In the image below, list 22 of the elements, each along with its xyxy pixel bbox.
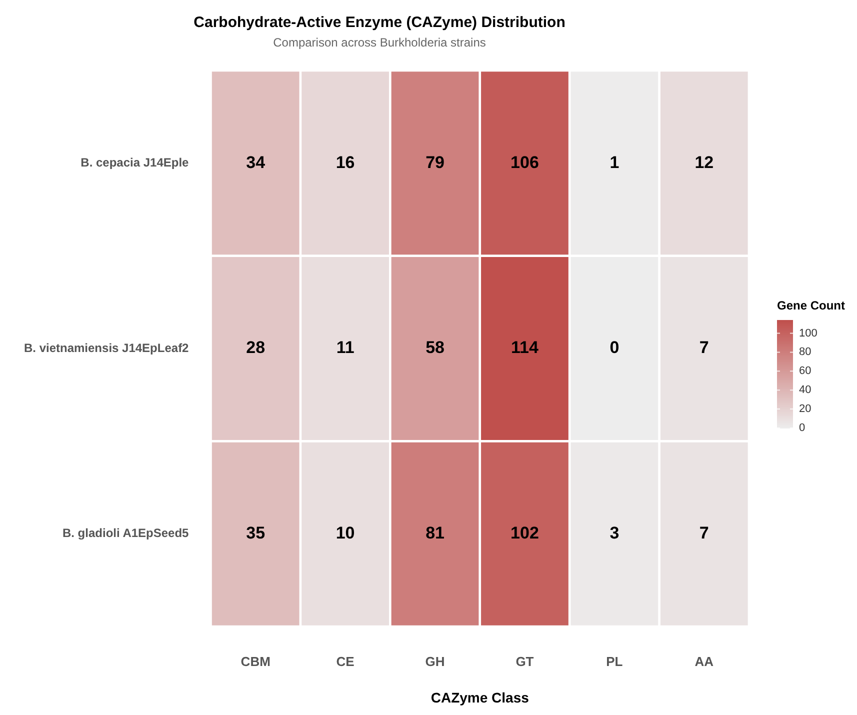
x-tick-label: CE: [336, 654, 355, 669]
x-axis-title: CAZyme Class: [430, 689, 530, 706]
x-tick-label: GH: [425, 654, 445, 669]
y-tick-label: B. cepacia J14Eple: [80, 155, 190, 170]
data-label: 3: [610, 524, 620, 543]
data-label: 1: [610, 152, 620, 172]
y-tick-label: B. vietnamiensis J14EpLeaf2: [24, 340, 190, 355]
color-bar-label: 80: [799, 346, 812, 358]
chart-subtitle: Comparison across Burkholderia strains: [273, 36, 486, 50]
color-bar-label: 20: [799, 403, 812, 416]
color-bar-label: 0: [799, 422, 806, 434]
x-tick-label: GT: [516, 654, 534, 669]
x-tick-label: AA: [694, 654, 714, 669]
color-bar-label: 60: [799, 365, 812, 378]
color-bar-title: Gene Count: [777, 298, 845, 312]
y-tick-label: B. gladioli A1EpSeed5: [62, 526, 190, 540]
color-bar-label: 40: [799, 384, 812, 396]
x-tick-label: PL: [606, 654, 623, 669]
chart-title: Carbohydrate-Active Enzyme (CAZyme) Distribution: [194, 14, 566, 32]
x-tick-label: CBM: [240, 654, 270, 669]
color-bar-label: 100: [799, 327, 818, 340]
data-label: 0: [610, 338, 620, 358]
